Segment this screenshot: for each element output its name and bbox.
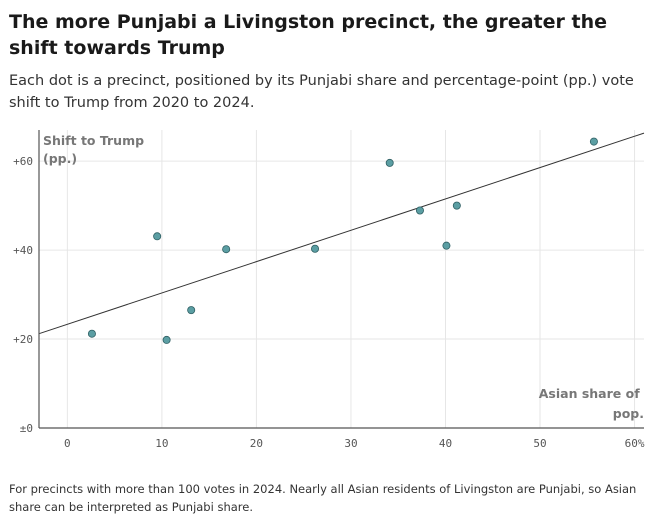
data-point-4 [222, 245, 231, 254]
y-axis-label: Shift to Trump (pp.) [43, 133, 148, 166]
scatter-chart: ±0 +20 +40 +60 0 10 20 30 40 50 60% Shift to Trum… [13, 130, 645, 450]
chart-title: The more Punjabi a Livingston precinct, … [9, 11, 607, 59]
y-ticks: ±0 +20 +40 +60 [13, 155, 33, 435]
x-tick-label-1: 10 [155, 437, 168, 450]
x-tick-label-2: 20 [250, 437, 263, 450]
y-axis-label-line-2: (pp.) [43, 151, 77, 166]
chart-subtitle: Each dot is a precinct, positioned by it… [9, 73, 634, 111]
y-axis-label-line-1: Shift to Trump [43, 133, 144, 148]
y-tick-label-2: +40 [13, 244, 33, 257]
grid-lines [39, 130, 644, 428]
trend-line [38, 132, 645, 335]
x-tick-label-3: 30 [344, 437, 357, 450]
x-tick-label-6: 60% [625, 437, 645, 450]
data-point-2 [162, 335, 171, 344]
data-point-8 [442, 241, 451, 250]
data-point-0 [87, 329, 96, 338]
y-tick-label-1: +20 [13, 333, 33, 346]
y-tick-label-3: +60 [13, 155, 33, 168]
x-axis-label-line-2: pop. [613, 406, 644, 421]
data-point-6 [385, 158, 394, 167]
data-point-10 [589, 137, 598, 146]
data-point-3 [187, 306, 196, 315]
x-tick-label-5: 50 [533, 437, 546, 450]
chart-footnote: For precincts with more than 100 votes i… [9, 482, 637, 514]
x-tick-label-4: 40 [439, 437, 452, 450]
data-point-5 [311, 244, 320, 253]
y-tick-label-0: ±0 [20, 422, 33, 435]
data-point-7 [415, 206, 424, 215]
data-point-9 [452, 201, 461, 210]
data-points [87, 137, 598, 344]
x-tick-label-0: 0 [64, 437, 71, 450]
data-point-1 [153, 232, 162, 241]
x-ticks: 0 10 20 30 40 50 60% [64, 437, 645, 450]
x-axis-label: Asian share of pop. [539, 386, 644, 421]
x-axis-label-line-1: Asian share of [539, 386, 640, 401]
